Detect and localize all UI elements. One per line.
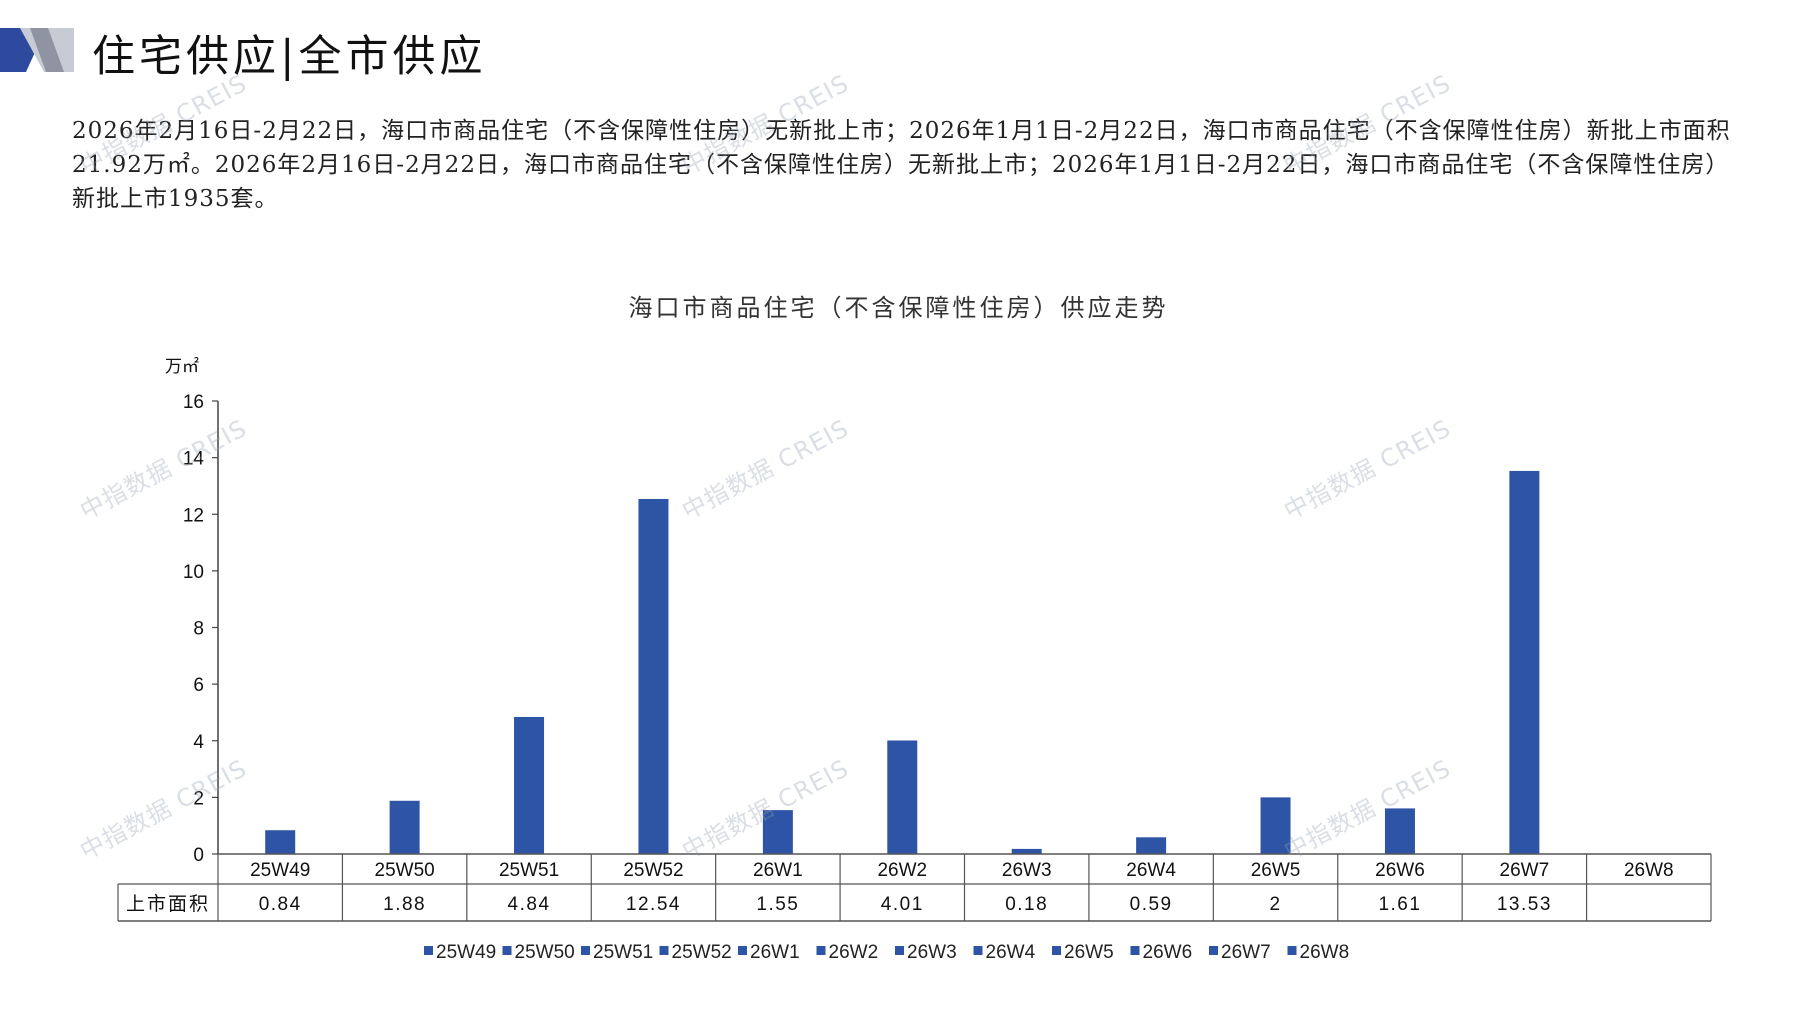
legend-label: 25W51 <box>593 942 653 963</box>
data-label: 1.88 <box>383 894 426 915</box>
bar-26W6 <box>1384 808 1415 854</box>
legend-swatch <box>1130 946 1140 955</box>
legend-label: 26W7 <box>1221 942 1271 963</box>
legend-swatch <box>738 946 747 955</box>
x-tick-label: 25W50 <box>375 860 435 881</box>
y-axis-unit-label: 万㎡ <box>165 357 199 377</box>
legend-label: 25W52 <box>672 942 732 963</box>
legend-swatch <box>1052 946 1061 955</box>
legend-swatch <box>659 946 669 955</box>
x-tick-label: 26W6 <box>1375 860 1425 881</box>
bar-26W5 <box>1260 797 1291 854</box>
data-label: 13.53 <box>1497 894 1552 915</box>
bar-26W2 <box>887 740 918 854</box>
data-label: 1.61 <box>1378 894 1421 915</box>
legend-label: 26W6 <box>1143 942 1193 963</box>
y-tick-label: 0 <box>193 845 204 866</box>
y-tick-label: 10 <box>183 562 204 583</box>
y-tick-label: 6 <box>193 675 204 696</box>
intro-paragraph: 2026年2月16日-2月22日，海口市商品住宅（不含保障性住房）无新批上市；2… <box>72 118 1731 212</box>
page-title: 住宅供应|全市供应 <box>92 32 487 82</box>
bar-25W50 <box>389 800 420 854</box>
legend-label: 26W4 <box>986 942 1036 963</box>
legend-label: 25W50 <box>515 942 575 963</box>
y-tick-label: 16 <box>183 392 204 413</box>
table-row-header: 上市面积 <box>126 893 210 915</box>
y-tick-label: 14 <box>183 449 205 470</box>
data-label: 12.54 <box>626 894 681 915</box>
x-tick-label: 26W1 <box>753 860 803 881</box>
x-tick-label: 26W2 <box>877 860 927 881</box>
legend-label: 26W5 <box>1064 942 1114 963</box>
y-tick-label: 2 <box>193 788 204 809</box>
legend-label: 25W49 <box>436 942 496 963</box>
x-tick-label: 25W52 <box>623 860 683 881</box>
legend-label: 26W2 <box>829 942 879 963</box>
legend-label: 26W8 <box>1300 942 1350 963</box>
data-label: 0.84 <box>259 894 302 915</box>
legend-swatch <box>1209 946 1218 955</box>
bar-26W1 <box>762 810 793 854</box>
y-tick-label: 4 <box>193 732 204 753</box>
data-label: 4.01 <box>881 894 924 915</box>
data-label: 0.18 <box>1005 894 1048 915</box>
legend-swatch <box>973 946 983 955</box>
x-tick-label: 26W3 <box>1002 860 1052 881</box>
legend-label: 26W1 <box>750 942 800 963</box>
data-label: 1.55 <box>756 894 799 915</box>
bar-26W4 <box>1136 837 1167 854</box>
data-label: 4.84 <box>508 894 551 915</box>
x-tick-label: 26W4 <box>1126 860 1176 881</box>
legend-swatch <box>1287 946 1297 955</box>
legend-swatch <box>895 946 904 955</box>
y-tick-label: 12 <box>183 505 204 526</box>
legend-swatch <box>816 946 826 955</box>
bar-26W3 <box>1011 848 1042 854</box>
bar-26W7 <box>1509 470 1540 854</box>
legend-swatch <box>581 946 590 955</box>
bar-25W51 <box>514 716 545 854</box>
bar-25W52 <box>638 498 669 854</box>
x-tick-label: 25W51 <box>499 860 559 881</box>
x-tick-label: 25W49 <box>250 860 310 881</box>
chart-title: 海口市商品住宅（不含保障性住房）供应走势 <box>628 294 1169 322</box>
legend-label: 26W3 <box>907 942 957 963</box>
bar-25W49 <box>265 830 296 854</box>
header: 住宅供应|全市供应 <box>0 0 1797 100</box>
legend-swatch <box>424 946 433 955</box>
legend-swatch <box>502 946 512 955</box>
data-label: 0.59 <box>1130 894 1173 915</box>
brand-logo-mark <box>0 28 74 72</box>
x-tick-label: 26W8 <box>1624 860 1674 881</box>
data-label: 2 <box>1270 894 1282 915</box>
x-tick-label: 26W7 <box>1500 860 1550 881</box>
x-tick-label: 26W5 <box>1251 860 1301 881</box>
y-tick-label: 8 <box>193 619 204 640</box>
